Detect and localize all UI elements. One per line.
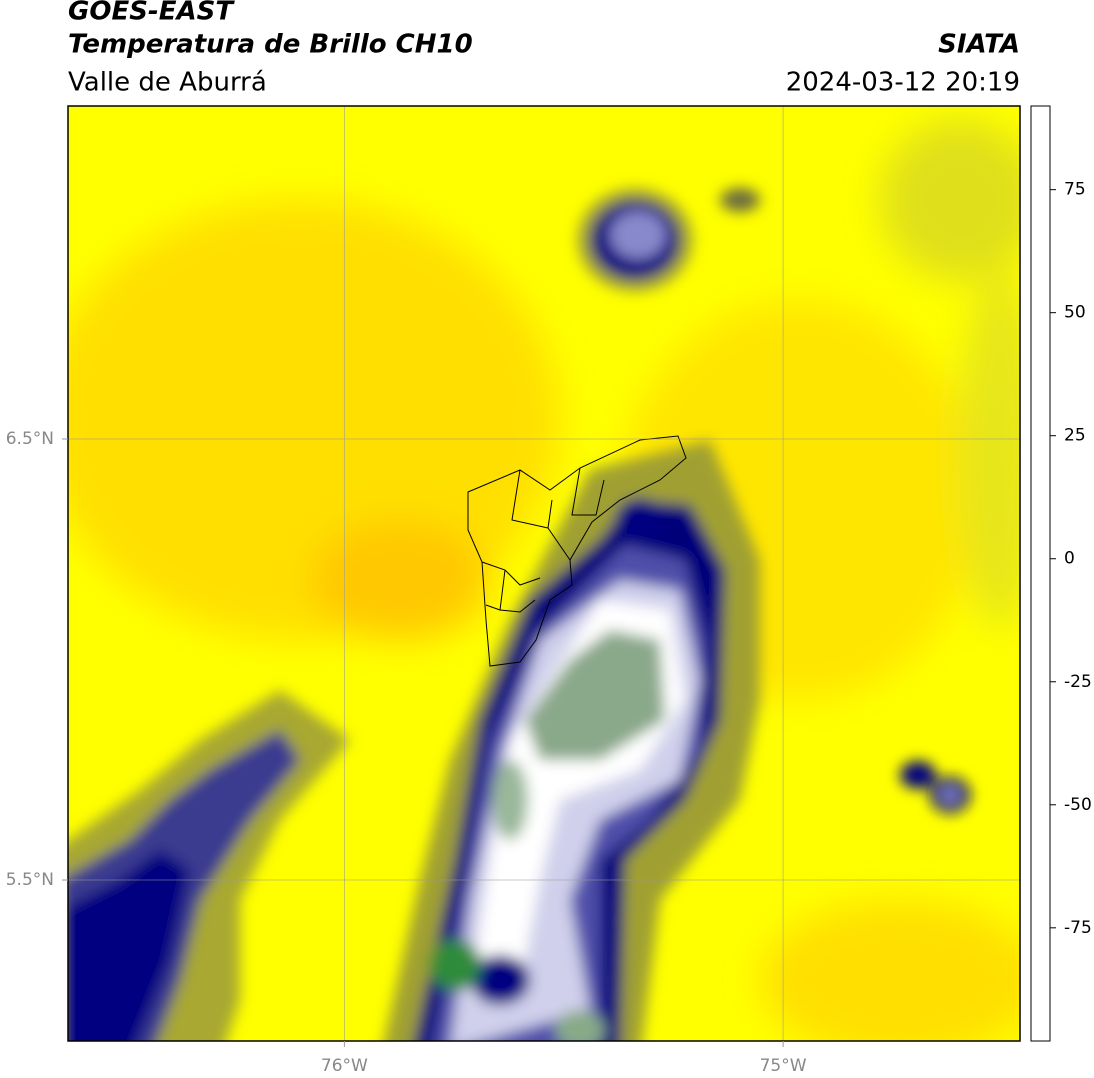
- source: SIATA: [938, 30, 1020, 60]
- satellite-image: [68, 106, 1020, 1041]
- colorbar-tick-label: -50: [1064, 795, 1092, 815]
- municipality-outlines: [467, 435, 687, 667]
- timestamp: 2024-03-12 20:19: [786, 68, 1020, 98]
- colorbar-tick-label: -25: [1064, 672, 1092, 692]
- colorbar-tick-label: 25: [1064, 426, 1086, 446]
- lon-tick-label: 76°W: [321, 1056, 368, 1076]
- map-frame: [67, 105, 1021, 1042]
- colorbar-tick-label: -75: [1064, 918, 1092, 938]
- colorbar: [1030, 105, 1051, 1042]
- region: Valle de Aburrá: [68, 68, 267, 98]
- colorbar-tick-label: 0: [1064, 549, 1075, 569]
- colorbar-tick-label: 75: [1064, 180, 1086, 200]
- lat-tick-label: 6.5°N: [6, 429, 54, 449]
- title: GOES-EAST: [68, 0, 235, 27]
- subtitle: Temperatura de Brillo CH10: [68, 30, 473, 60]
- lat-tick-label: 5.5°N: [6, 870, 54, 890]
- lon-tick-label: 75°W: [760, 1056, 807, 1076]
- graticule: [68, 106, 1020, 1041]
- colorbar-tick-label: 50: [1064, 303, 1086, 323]
